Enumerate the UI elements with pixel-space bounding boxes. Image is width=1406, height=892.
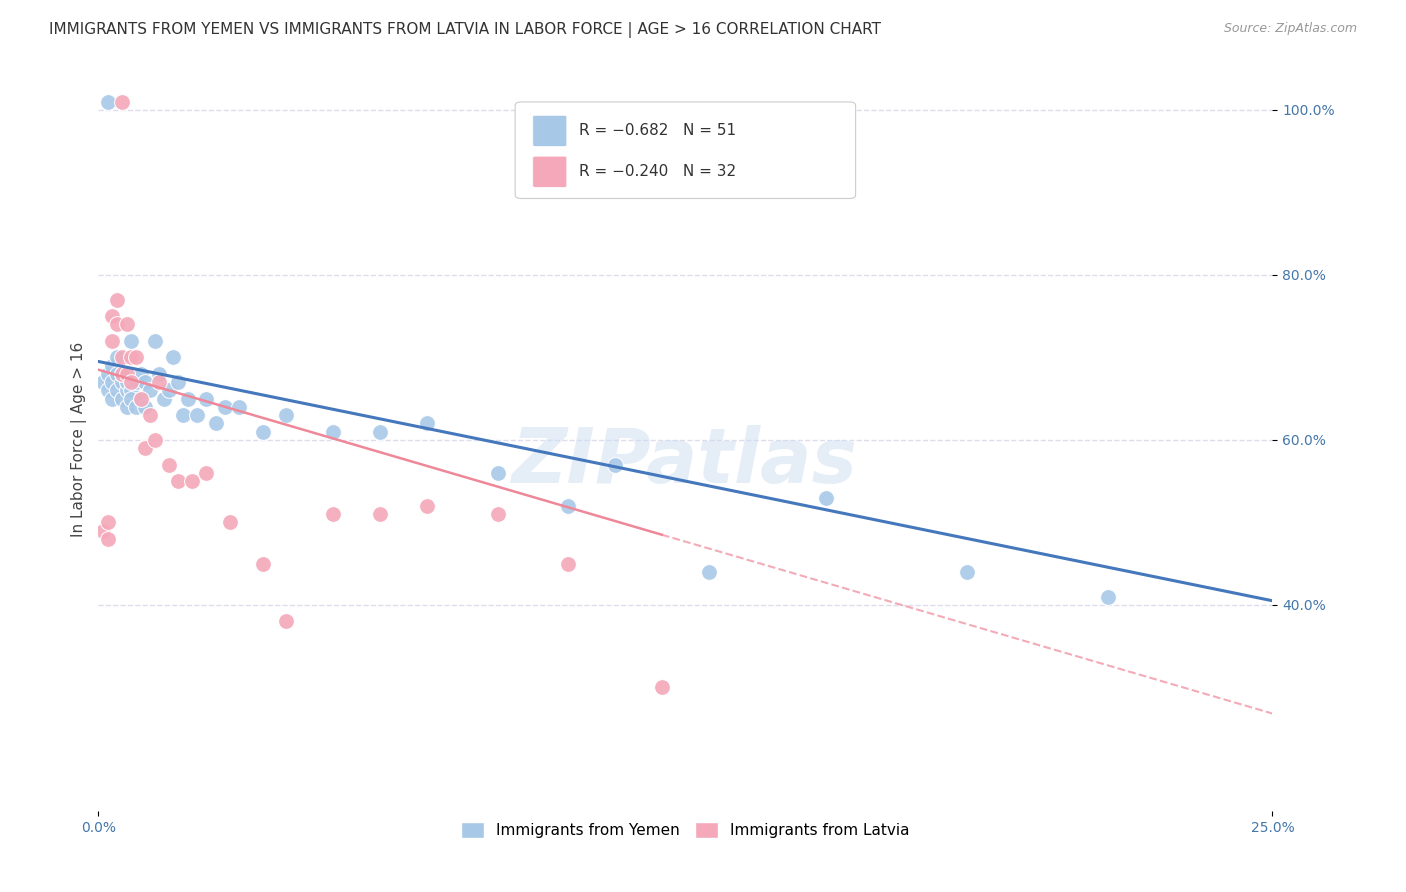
Point [603, 458, 626, 472]
Point [162, 351, 184, 365]
Point [276, 615, 298, 629]
Point [115, 384, 138, 398]
Point [252, 557, 274, 571]
Point [115, 400, 138, 414]
Point [956, 565, 979, 579]
Point [697, 565, 720, 579]
Point [97, 516, 120, 530]
Point [167, 375, 190, 389]
Y-axis label: In Labor Force | Age > 16: In Labor Force | Age > 16 [72, 343, 87, 538]
Point [153, 392, 176, 406]
Point [486, 507, 509, 521]
Point [651, 681, 673, 695]
Point [486, 466, 509, 480]
Point [97, 367, 120, 381]
Point [111, 367, 134, 381]
Point [557, 499, 579, 513]
Point [105, 293, 128, 307]
Point [218, 516, 240, 530]
Point [97, 384, 120, 398]
Point [115, 318, 138, 332]
Point [91, 524, 114, 538]
Point [148, 367, 170, 381]
Point [125, 351, 148, 365]
Point [101, 375, 124, 389]
Point [368, 425, 391, 439]
Point [129, 367, 152, 381]
Point [91, 375, 114, 389]
Point [815, 491, 838, 505]
Point [416, 417, 439, 431]
Point [252, 425, 274, 439]
Point [143, 334, 166, 348]
Point [228, 400, 250, 414]
Point [101, 359, 124, 373]
Point [115, 375, 138, 389]
Point [97, 532, 120, 546]
Point [105, 384, 128, 398]
Point [139, 384, 162, 398]
Point [139, 408, 162, 422]
Text: R = −0.240   N = 32: R = −0.240 N = 32 [578, 164, 735, 179]
FancyBboxPatch shape [533, 115, 567, 146]
Point [125, 400, 148, 414]
Point [167, 474, 190, 488]
Point [129, 392, 152, 406]
Point [195, 466, 218, 480]
Point [101, 334, 124, 348]
Point [204, 417, 226, 431]
Point [186, 408, 208, 422]
Point [111, 375, 134, 389]
Point [120, 392, 142, 406]
Point [557, 557, 579, 571]
Point [157, 458, 180, 472]
Point [111, 392, 134, 406]
Point [1097, 590, 1119, 604]
Point [172, 408, 194, 422]
Text: Source: ZipAtlas.com: Source: ZipAtlas.com [1223, 22, 1357, 36]
Point [134, 400, 156, 414]
Point [120, 351, 142, 365]
Point [125, 375, 148, 389]
Point [134, 441, 156, 455]
Point [101, 309, 124, 323]
Point [276, 408, 298, 422]
Point [111, 351, 134, 365]
Point [368, 507, 391, 521]
Text: ZIPatlas: ZIPatlas [512, 425, 859, 500]
Point [111, 95, 134, 109]
Point [120, 375, 142, 389]
Text: R = −0.682   N = 51: R = −0.682 N = 51 [578, 123, 735, 138]
Point [111, 367, 134, 381]
Point [97, 95, 120, 109]
Legend: Immigrants from Yemen, Immigrants from Latvia: Immigrants from Yemen, Immigrants from L… [456, 816, 915, 845]
Point [105, 351, 128, 365]
Point [181, 474, 204, 488]
Point [105, 318, 128, 332]
Point [134, 375, 156, 389]
FancyBboxPatch shape [533, 156, 567, 187]
Point [176, 392, 198, 406]
Point [101, 392, 124, 406]
Point [143, 433, 166, 447]
Point [322, 507, 344, 521]
FancyBboxPatch shape [515, 102, 856, 199]
Point [105, 367, 128, 381]
Point [322, 425, 344, 439]
Point [214, 400, 236, 414]
Point [157, 384, 180, 398]
Point [148, 375, 170, 389]
Point [115, 367, 138, 381]
Point [120, 384, 142, 398]
Point [129, 392, 152, 406]
Text: IMMIGRANTS FROM YEMEN VS IMMIGRANTS FROM LATVIA IN LABOR FORCE | AGE > 16 CORREL: IMMIGRANTS FROM YEMEN VS IMMIGRANTS FROM… [49, 22, 882, 38]
Point [416, 499, 439, 513]
Point [195, 392, 218, 406]
Point [120, 334, 142, 348]
